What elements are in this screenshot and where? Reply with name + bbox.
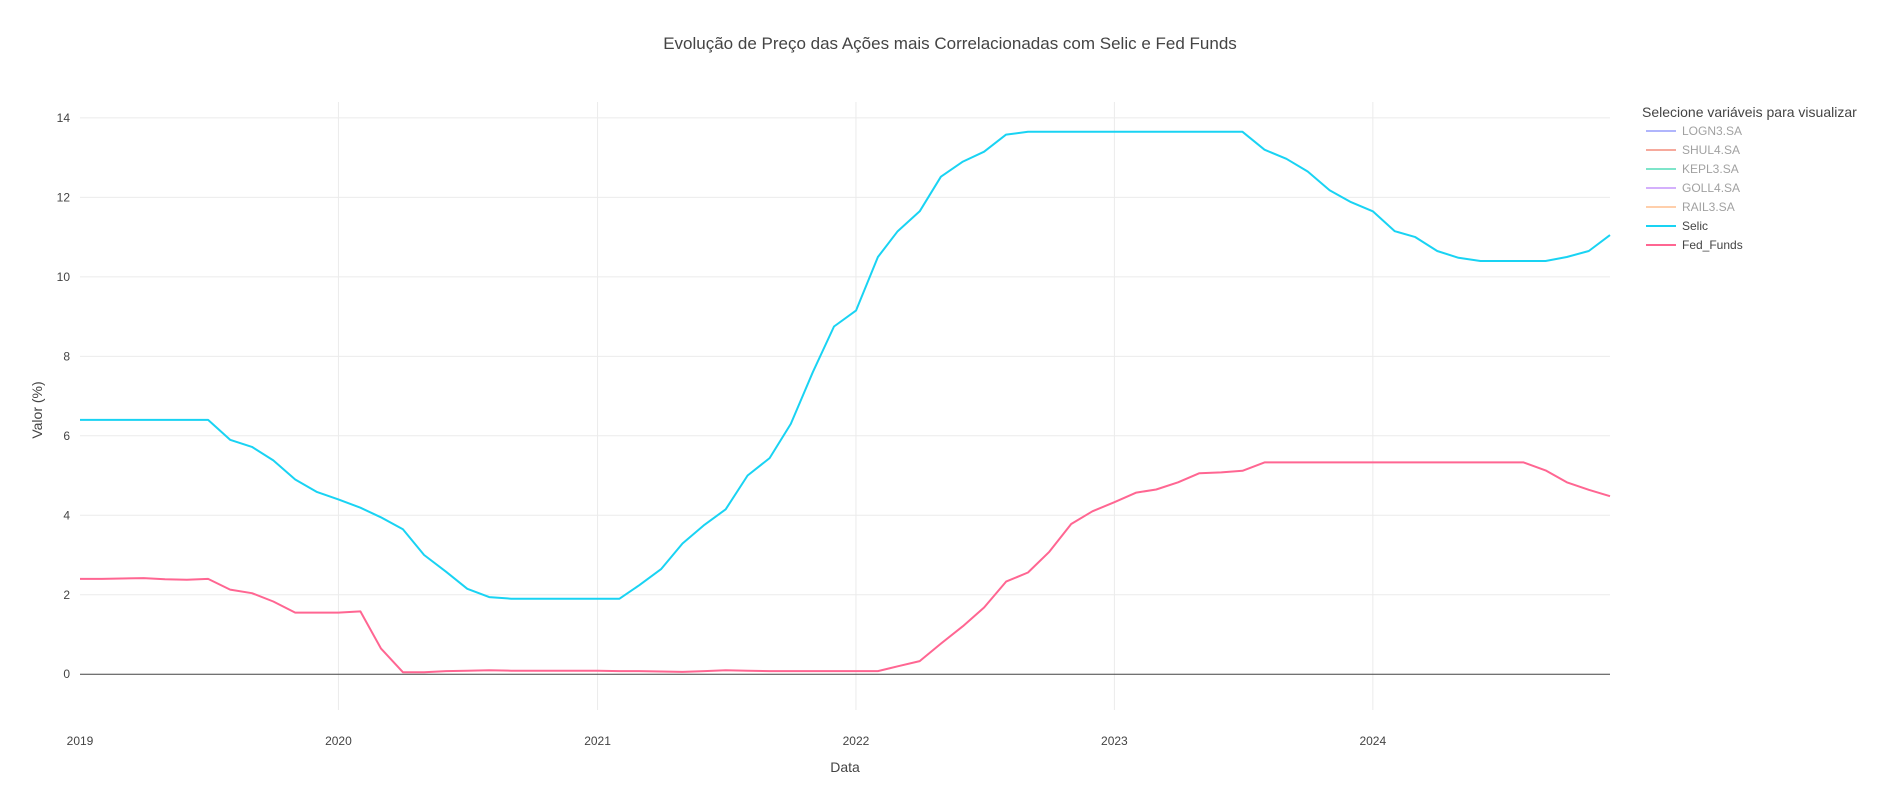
legend-item-logn3-sa[interactable]: LOGN3.SA xyxy=(1646,124,1742,138)
x-axis-title: Data xyxy=(830,759,860,775)
y-tick-label: 0 xyxy=(63,667,70,681)
legend-title: Selecione variáveis para visualizar xyxy=(1642,104,1857,120)
legend-label: SHUL4.SA xyxy=(1682,143,1740,157)
x-tick-label: 2019 xyxy=(67,734,94,748)
series-line-fed-funds xyxy=(80,461,1611,674)
x-tick-label: 2022 xyxy=(843,734,870,748)
y-tick-label: 2 xyxy=(63,588,70,602)
grid-lines xyxy=(80,102,1610,710)
legend-item-rail3-sa[interactable]: RAIL3.SA xyxy=(1646,200,1735,214)
legend-item-fed-funds[interactable]: Fed_Funds xyxy=(1646,238,1743,252)
legend-label: RAIL3.SA xyxy=(1682,200,1735,214)
y-axis-title: Valor (%) xyxy=(29,381,45,438)
x-tick-label: 2024 xyxy=(1359,734,1386,748)
y-tick-label: 6 xyxy=(63,429,70,443)
series-line-selic xyxy=(80,130,1611,600)
legend-item-goll4-sa[interactable]: GOLL4.SA xyxy=(1646,181,1740,195)
y-tick-label: 14 xyxy=(57,111,71,125)
chart-title: Evolução de Preço das Ações mais Correla… xyxy=(663,34,1237,53)
y-tick-label: 10 xyxy=(57,270,71,284)
x-tick-label: 2021 xyxy=(584,734,611,748)
legend-item-shul4-sa[interactable]: SHUL4.SA xyxy=(1646,143,1740,157)
legend-items: LOGN3.SA SHUL4.SA KEPL3.SA GOLL4.SA RAIL3.SA… xyxy=(1646,124,1743,252)
x-tick-label: 2023 xyxy=(1101,734,1128,748)
y-tick-label: 4 xyxy=(63,508,70,522)
legend-item-kepl3-sa[interactable]: KEPL3.SA xyxy=(1646,162,1739,176)
y-tick-label: 12 xyxy=(57,190,71,204)
legend-label: LOGN3.SA xyxy=(1682,124,1742,138)
legend-label: Fed_Funds xyxy=(1682,238,1743,252)
legend-item-selic[interactable]: Selic xyxy=(1646,219,1708,233)
legend: Selecione variáveis para visualizar LOGN… xyxy=(1642,104,1857,252)
legend-label: GOLL4.SA xyxy=(1682,181,1740,195)
legend-label: KEPL3.SA xyxy=(1682,162,1739,176)
plot-area xyxy=(80,130,1611,674)
legend-label: Selic xyxy=(1682,219,1708,233)
x-tick-label: 2020 xyxy=(325,734,352,748)
tick-labels: 0 2 4 6 8 10 12 14 2019 2020 2021 2022 2023 2024 xyxy=(57,111,1387,748)
y-tick-label: 8 xyxy=(63,349,70,363)
